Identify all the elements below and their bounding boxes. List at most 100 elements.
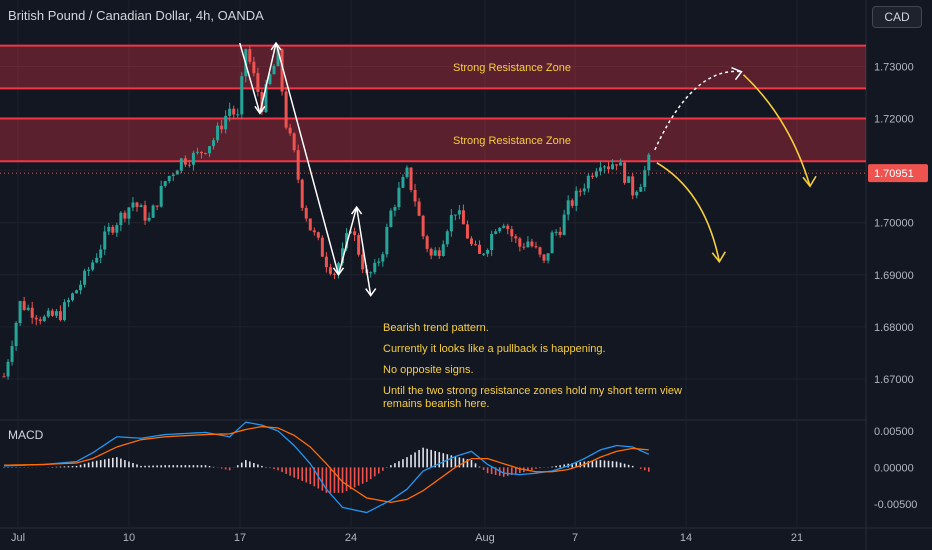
trend-leg bbox=[259, 42, 277, 114]
candle-body bbox=[14, 322, 18, 347]
candle-body bbox=[95, 257, 99, 263]
time-tick-label: 7 bbox=[572, 532, 578, 544]
candle-body bbox=[510, 229, 514, 237]
candle-body bbox=[312, 230, 316, 233]
candle-body bbox=[486, 249, 490, 254]
candle-body bbox=[66, 300, 70, 303]
projection-down-arrow bbox=[656, 162, 721, 262]
trend-drawings bbox=[239, 41, 817, 297]
candle-body bbox=[220, 125, 224, 130]
candle-body bbox=[163, 181, 167, 186]
candle-body bbox=[627, 176, 631, 183]
candle-body bbox=[252, 61, 256, 74]
candle-body bbox=[135, 202, 139, 207]
candle-body bbox=[445, 231, 449, 245]
note-line: Currently it looks like a pullback is ha… bbox=[383, 343, 606, 355]
candle-body bbox=[204, 153, 207, 155]
candle-body bbox=[99, 249, 103, 258]
macd-label: MACD bbox=[8, 428, 44, 442]
candle-body bbox=[353, 231, 357, 236]
candle-body bbox=[58, 311, 62, 320]
time-tick-label: Aug bbox=[475, 532, 495, 544]
candle-body bbox=[175, 170, 179, 175]
candle-body bbox=[268, 74, 272, 85]
candle-body bbox=[22, 301, 26, 310]
macd-tick-label: 0.00000 bbox=[874, 462, 914, 474]
candle-body bbox=[385, 226, 389, 255]
candle-body bbox=[191, 152, 195, 165]
candle-body bbox=[397, 187, 401, 208]
macd-pane bbox=[3, 421, 650, 514]
candle-body bbox=[236, 114, 240, 116]
macd-tick-label: -0.00500 bbox=[874, 499, 917, 511]
price-tick-label: 1.72000 bbox=[874, 114, 914, 126]
price-tick-label: 1.73000 bbox=[874, 61, 914, 73]
candle-body bbox=[550, 232, 554, 254]
candle-body bbox=[296, 150, 300, 180]
trend-leg bbox=[239, 42, 261, 114]
note-line: Until the two strong resistance zones ho… bbox=[383, 385, 682, 410]
time-tick-label: 14 bbox=[680, 532, 692, 544]
candle-body bbox=[62, 302, 66, 320]
candle-body bbox=[602, 166, 606, 168]
trend-leg bbox=[275, 42, 340, 275]
macd-tick-label: 0.00500 bbox=[874, 426, 914, 438]
zone-label: Strong Resistance Zone bbox=[453, 135, 571, 147]
candle-body bbox=[381, 254, 385, 262]
candle-body bbox=[179, 158, 183, 171]
symbol-title: British Pound / Canadian Dollar, 4h, OAN… bbox=[8, 8, 264, 23]
candle-body bbox=[598, 167, 602, 172]
arrow-head bbox=[711, 251, 727, 264]
signal-line bbox=[3, 425, 649, 503]
candle-body bbox=[611, 164, 615, 170]
candle-body bbox=[42, 316, 46, 321]
candle-body bbox=[615, 164, 619, 166]
candle-body bbox=[490, 233, 494, 250]
arrow-head bbox=[731, 66, 743, 81]
zone-label: Strong Resistance Zone bbox=[453, 62, 571, 74]
candle-body bbox=[361, 254, 365, 270]
candle-body bbox=[167, 175, 171, 182]
candle-body bbox=[417, 201, 421, 216]
candle-body bbox=[183, 158, 187, 165]
projection-up-dashed bbox=[654, 70, 742, 151]
candle-body bbox=[530, 241, 534, 247]
candle-body bbox=[631, 176, 635, 196]
analysis-notes: Bearish trend pattern. Currently it look… bbox=[383, 322, 683, 419]
note-line: Bearish trend pattern. bbox=[383, 322, 489, 334]
candle-body bbox=[38, 319, 42, 321]
price-tick-label: 1.68000 bbox=[874, 322, 914, 334]
candle-body bbox=[437, 250, 441, 257]
candle-body bbox=[264, 84, 268, 113]
candle-body bbox=[308, 218, 312, 231]
candle-body bbox=[566, 200, 570, 215]
currency-button[interactable]: CAD bbox=[872, 6, 922, 28]
candle-body bbox=[147, 217, 151, 221]
candle-body bbox=[159, 185, 163, 207]
candle-body bbox=[461, 210, 465, 225]
candle-body bbox=[469, 238, 473, 245]
candle-body bbox=[594, 171, 598, 177]
candle-body bbox=[151, 205, 155, 218]
candle-body bbox=[272, 66, 276, 75]
candle-body bbox=[127, 207, 131, 219]
candle-body bbox=[357, 235, 361, 255]
candle-body bbox=[425, 236, 429, 249]
candle-body bbox=[50, 310, 54, 316]
axes: 1.730001.720001.710001.700001.690001.680… bbox=[11, 61, 928, 544]
candle-body bbox=[405, 167, 409, 178]
candle-body bbox=[554, 231, 558, 233]
candle-body bbox=[30, 307, 34, 318]
candle-body bbox=[300, 179, 304, 208]
candle-body bbox=[578, 190, 582, 192]
candle-body bbox=[26, 307, 30, 310]
candle-body bbox=[502, 225, 506, 228]
candle-body bbox=[377, 261, 381, 263]
candle-body bbox=[474, 244, 478, 246]
candle-body bbox=[199, 151, 203, 154]
candle-body bbox=[582, 188, 586, 192]
candle-body bbox=[498, 227, 502, 232]
arrow-head bbox=[332, 267, 345, 277]
candle-body bbox=[574, 190, 578, 206]
